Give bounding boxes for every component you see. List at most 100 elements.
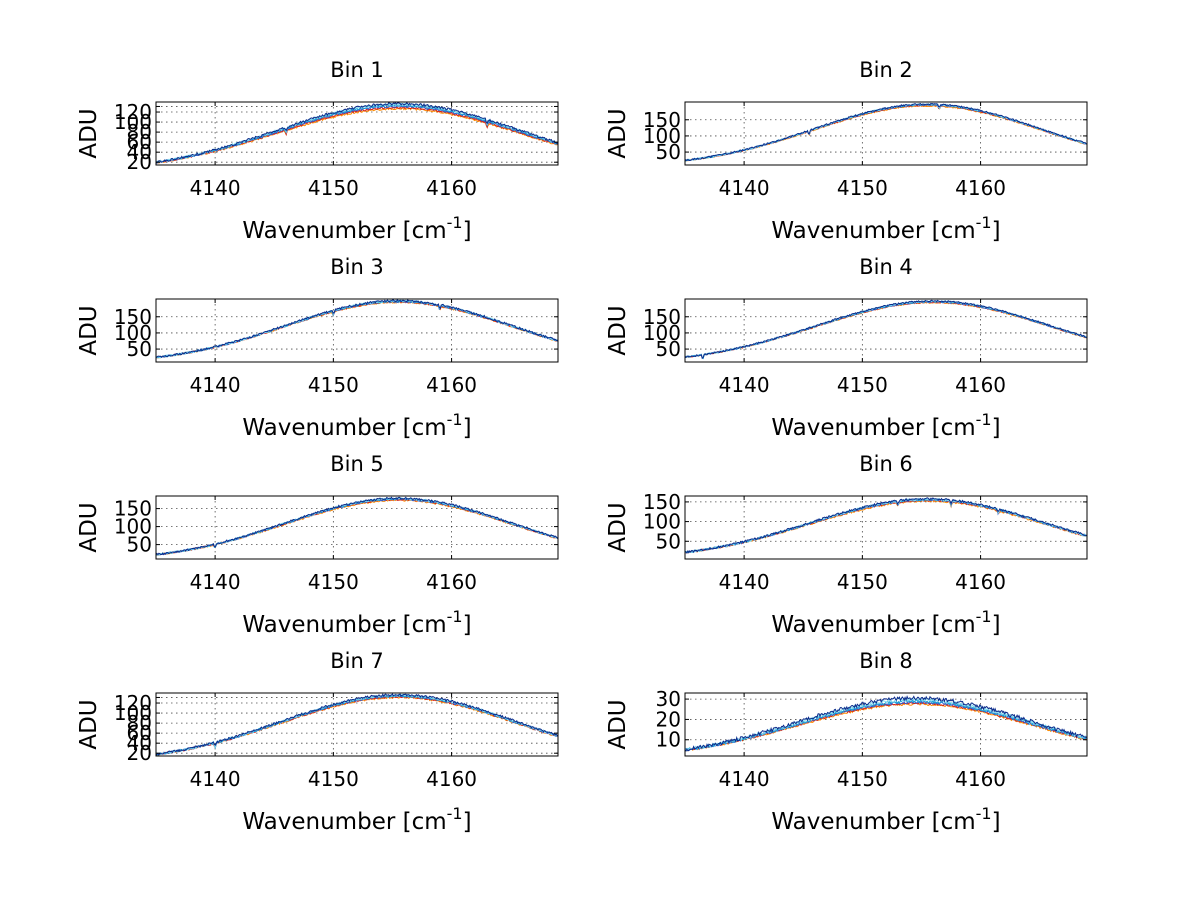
y-axis-label: ADU: [76, 502, 102, 552]
series-line-1: [685, 702, 1087, 752]
series-line-1: [156, 498, 558, 556]
x-tick-label: 4150: [308, 373, 359, 397]
y-tick-label: 50: [656, 140, 681, 164]
subplot-title: Bin 3: [330, 255, 384, 279]
series-group: [685, 102, 1087, 162]
x-axis-label-sup: -1: [976, 607, 992, 626]
x-axis-label-end: ]: [463, 218, 472, 244]
x-axis-label: Wavenumber [cm-1]: [771, 213, 1000, 244]
x-axis-label-end: ]: [463, 415, 472, 441]
x-axis-label-main: Wavenumber [cm: [242, 612, 446, 638]
x-tick-label: 4140: [719, 570, 770, 594]
series-line-5: [156, 693, 558, 756]
x-axis-label: Wavenumber [cm-1]: [771, 410, 1000, 441]
x-tick-label: 4140: [190, 570, 241, 594]
y-tick-label: 20: [127, 741, 152, 765]
axes-frame: [684, 101, 1088, 166]
axes-frame: [684, 495, 1088, 560]
series-line-3: [156, 694, 558, 756]
y-tick-label: 100: [643, 510, 681, 534]
series-line-4: [685, 498, 1087, 554]
y-tick-label: 80: [127, 711, 152, 735]
x-axis-label-sup: -1: [976, 410, 992, 429]
subplot-title: Bin 5: [330, 452, 384, 476]
series-group: [685, 695, 1087, 752]
y-tick-label: 150: [643, 108, 681, 132]
subplot-title: Bin 7: [330, 649, 384, 673]
series-line-6: [156, 299, 558, 358]
series-line-3: [685, 700, 1087, 752]
y-tick-label: 10: [656, 728, 681, 752]
x-tick-label: 4150: [837, 570, 888, 594]
axes-frame: [155, 101, 559, 166]
x-axis-label-main: Wavenumber [cm: [242, 218, 446, 244]
x-axis-label: Wavenumber [cm-1]: [242, 804, 471, 835]
x-tick-label: 4150: [837, 176, 888, 200]
subplot-title: Bin 1: [330, 58, 384, 82]
x-axis-label-sup: -1: [447, 213, 463, 232]
x-axis-label-sup: -1: [447, 607, 463, 626]
series-line-1: [156, 695, 558, 756]
y-axis-label: ADU: [76, 305, 102, 355]
x-tick-label: 4160: [426, 176, 477, 200]
x-axis-label-end: ]: [992, 415, 1001, 441]
series-line-6: [685, 102, 1087, 162]
x-tick-label: 4150: [837, 767, 888, 791]
series-line-6: [156, 693, 558, 756]
y-tick-label: 40: [127, 140, 152, 164]
y-axis-label: ADU: [76, 108, 102, 158]
series-line-2: [685, 103, 1087, 162]
y-tick-label: 150: [114, 305, 152, 329]
y-axis-label: ADU: [605, 502, 631, 552]
x-tick-label: 4140: [719, 373, 770, 397]
x-axis-label-main: Wavenumber [cm: [771, 809, 975, 835]
y-tick-label: 50: [656, 337, 681, 361]
y-tick-label: 100: [643, 321, 681, 345]
subplot-title: Bin 8: [859, 649, 913, 673]
series-group: [156, 496, 558, 556]
x-axis-label: Wavenumber [cm-1]: [771, 804, 1000, 835]
x-axis-label: Wavenumber [cm-1]: [242, 607, 471, 638]
x-axis-label-main: Wavenumber [cm: [771, 218, 975, 244]
x-axis-label-end: ]: [992, 809, 1001, 835]
series-line-3: [685, 300, 1087, 360]
series-line-1: [685, 104, 1087, 162]
series-line-3: [685, 498, 1087, 554]
x-axis-label-main: Wavenumber [cm: [242, 415, 446, 441]
y-tick-label: 100: [114, 515, 152, 539]
subplot-title: Bin 2: [859, 58, 913, 82]
subplot-title: Bin 4: [859, 255, 913, 279]
series-group: [156, 299, 558, 359]
y-tick-label: 100: [114, 321, 152, 345]
y-tick-label: 100: [114, 110, 152, 134]
x-tick-label: 4150: [308, 176, 359, 200]
y-tick-label: 60: [127, 130, 152, 154]
x-axis-label-end: ]: [463, 809, 472, 835]
series-line-1: [156, 107, 558, 164]
x-tick-label: 4160: [426, 373, 477, 397]
subplot-title: Bin 6: [859, 452, 913, 476]
x-tick-label: 4160: [955, 767, 1006, 791]
y-tick-label: 40: [127, 731, 152, 755]
x-axis-label-end: ]: [992, 218, 1001, 244]
y-tick-label: 30: [656, 687, 681, 711]
y-tick-label: 50: [656, 529, 681, 553]
y-axis-label: ADU: [605, 305, 631, 355]
x-tick-label: 4140: [190, 176, 241, 200]
x-axis-label-sup: -1: [976, 213, 992, 232]
x-axis-label-sup: -1: [447, 804, 463, 823]
series-line-5: [685, 497, 1087, 554]
x-tick-label: 4140: [190, 373, 241, 397]
axes-frame: [155, 298, 559, 363]
y-tick-label: 80: [127, 120, 152, 144]
y-tick-label: 100: [114, 701, 152, 725]
x-axis-label-main: Wavenumber [cm: [771, 612, 975, 638]
series-line-6: [685, 497, 1087, 554]
y-tick-label: 20: [656, 707, 681, 731]
series-line-6: [156, 102, 558, 164]
series-line-1: [685, 499, 1087, 554]
